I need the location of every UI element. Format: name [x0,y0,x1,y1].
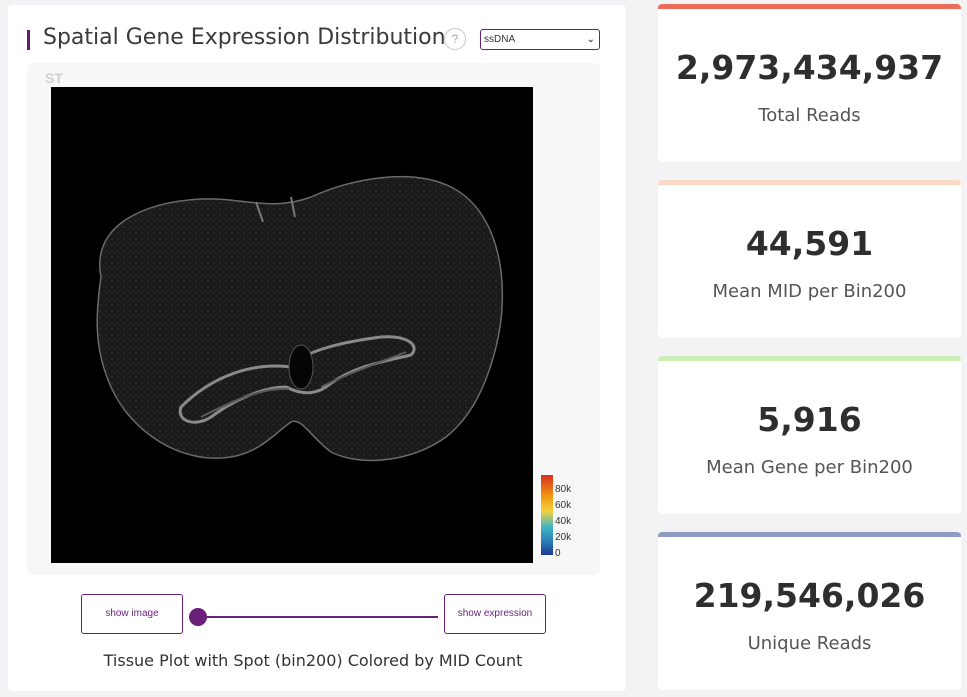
stat-card-mean-mid: 44,591 Mean MID per Bin200 [658,180,961,338]
stat-card-mean-gene: 5,916 Mean Gene per Bin200 [658,356,961,514]
title-accent [27,30,30,50]
chevron-down-icon: ⌄ [586,34,595,45]
colorbar-tick: 20k [555,532,572,543]
stat-value: 44,591 [745,224,874,263]
stat-card-total-reads: 2,973,434,937 Total Reads [658,4,961,162]
stat-value: 5,916 [757,400,862,439]
show-expression-button[interactable]: show expression [444,594,546,634]
panel-title: Spatial Gene Expression Distribution [43,25,446,50]
stat-value: 2,973,434,937 [675,48,944,87]
card-accent [658,532,961,537]
stat-label: Unique Reads [747,633,872,654]
st-label: ST [45,70,63,86]
card-accent [658,4,961,9]
image-type-select[interactable]: ssDNA ⌄ [480,29,600,50]
colorbar-tick: 0 [555,548,561,559]
plot-caption: Tissue Plot with Spot (bin200) Colored b… [103,651,523,670]
tissue-image[interactable] [51,87,533,563]
card-accent [658,356,961,361]
select-value: ssDNA [484,34,516,45]
card-accent [658,180,961,185]
stat-label: Mean Gene per Bin200 [706,457,913,478]
stat-value: 219,546,026 [693,576,926,615]
colorbar-tick: 40k [555,516,572,527]
stat-card-unique-reads: 219,546,026 Unique Reads [658,532,961,690]
opacity-slider-track[interactable] [198,616,438,618]
colorbar [541,475,553,555]
stat-label: Mean MID per Bin200 [712,281,907,302]
help-icon[interactable]: ? [444,28,466,50]
colorbar-tick: 60k [555,500,572,511]
tissue-section-graphic [96,175,504,462]
opacity-slider-handle[interactable] [189,608,207,626]
colorbar-tick: 80k [555,484,572,495]
stat-label: Total Reads [758,105,861,126]
show-image-button[interactable]: show image [81,594,183,634]
